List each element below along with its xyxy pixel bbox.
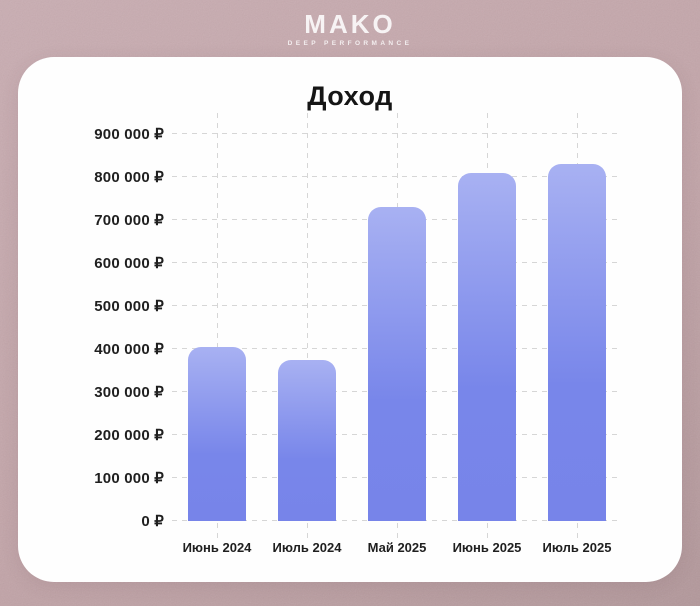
y-tick-label: 600 000 ₽ bbox=[94, 254, 164, 272]
bar bbox=[278, 359, 336, 521]
bar-slot bbox=[352, 134, 442, 521]
y-tick-label: 400 000 ₽ bbox=[94, 341, 164, 358]
gridline-v bbox=[216, 113, 218, 540]
bars-layer bbox=[172, 134, 622, 521]
x-tick-label: Июль 2024 bbox=[272, 540, 342, 555]
chart-title: Доход bbox=[307, 81, 393, 111]
bar bbox=[458, 172, 516, 521]
y-tick-label: 300 000 ₽ bbox=[94, 383, 164, 401]
bar-slot bbox=[172, 134, 262, 521]
bar-slot bbox=[532, 134, 622, 521]
x-axis-labels: Июнь 2024 Июль 2024 Май 2025 Июнь 2025 Июль … bbox=[172, 540, 622, 555]
x-tick-label: Июль 2025 bbox=[542, 540, 612, 555]
y-tick-label: 0 ₽ bbox=[141, 513, 164, 530]
gridline-v bbox=[306, 113, 308, 540]
plot-area bbox=[172, 113, 622, 540]
chart-card: Доход 0 ₽ 100 000 ₽ 200 000 ₽ 300 000 ₽ 400 … bbox=[18, 57, 682, 582]
bar bbox=[188, 346, 246, 521]
y-axis-labels: 0 ₽ 100 000 ₽ 200 000 ₽ 300 000 ₽ 400 000 ₽ 5… bbox=[18, 126, 164, 530]
bar bbox=[368, 207, 426, 521]
x-tick-label: Июнь 2024 bbox=[182, 540, 252, 555]
y-tick-label: 700 000 ₽ bbox=[94, 211, 164, 229]
brand-logo: MAKO DEEP PERFORMANCE bbox=[0, 11, 700, 47]
x-tick-label: Июнь 2025 bbox=[452, 540, 522, 555]
brand-logo-text: MAKO bbox=[304, 9, 396, 39]
bar bbox=[548, 164, 606, 521]
y-tick-label: 200 000 ₽ bbox=[94, 427, 164, 444]
brand-logo-subtitle: DEEP PERFORMANCE bbox=[287, 40, 413, 47]
y-tick-label: 500 000 ₽ bbox=[94, 297, 164, 315]
y-tick-label: 100 000 ₽ bbox=[94, 469, 164, 487]
x-tick-label: Май 2025 bbox=[367, 540, 427, 555]
y-tick-label: 800 000 ₽ bbox=[94, 168, 164, 186]
bar-slot bbox=[442, 134, 532, 521]
y-tick-label: 900 000 ₽ bbox=[94, 126, 164, 143]
bar-slot bbox=[262, 134, 352, 521]
